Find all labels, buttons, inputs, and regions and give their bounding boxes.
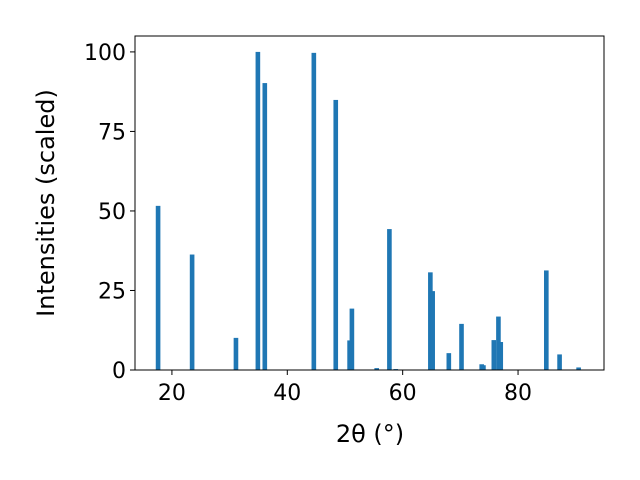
x-tick-label: 60: [389, 381, 417, 406]
bar: [387, 229, 392, 370]
bar: [189, 254, 195, 370]
y-tick-label: 100: [84, 41, 126, 66]
bar: [374, 368, 380, 370]
bar: [155, 205, 161, 370]
y-tick-label: 50: [98, 200, 126, 225]
plot-frame: [134, 35, 605, 371]
y-tick-label: 25: [98, 279, 126, 304]
bar: [262, 83, 268, 370]
bar: [557, 354, 562, 370]
x-tick-label: 40: [273, 381, 301, 406]
bar: [311, 52, 317, 371]
bar: [233, 337, 239, 370]
bar: [576, 367, 581, 370]
bar: [255, 51, 261, 371]
bar: [446, 353, 452, 370]
bar: [498, 342, 504, 370]
x-tick-label: 80: [504, 381, 532, 406]
bar: [491, 340, 497, 370]
y-tick-label: 75: [98, 120, 126, 145]
x-axis-label: 2θ (°): [336, 420, 404, 448]
bar: [544, 270, 549, 370]
y-axis-label: Intensities (scaled): [32, 89, 60, 317]
x-tick-label: 20: [158, 381, 186, 406]
bar: [349, 308, 355, 370]
bar: [481, 365, 486, 370]
y-tick-label: 0: [112, 359, 126, 384]
bar: [459, 323, 464, 370]
bar: [430, 291, 435, 370]
bar: [333, 99, 339, 371]
